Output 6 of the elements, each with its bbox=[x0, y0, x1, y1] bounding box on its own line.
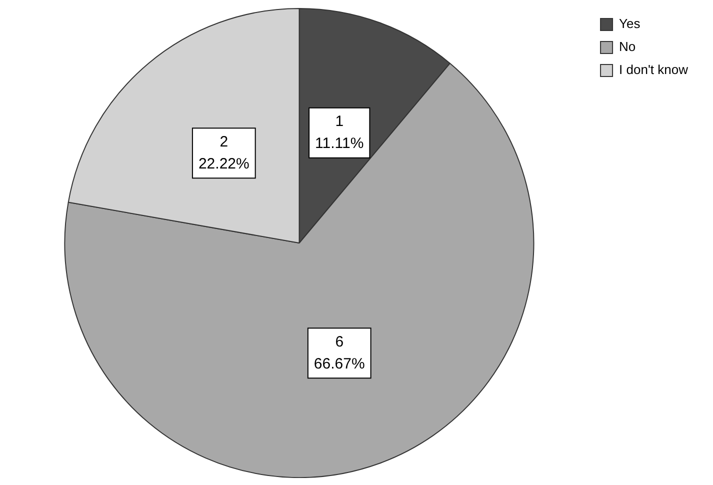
data-label: 2 22.22% bbox=[198, 133, 250, 172]
legend-label: Yes bbox=[619, 16, 641, 32]
data-label: 1 11.11% bbox=[315, 112, 364, 152]
legend-label: No bbox=[619, 39, 636, 54]
data-label: 6 66.67% bbox=[314, 333, 365, 372]
legend-label: I don't know bbox=[619, 62, 689, 78]
